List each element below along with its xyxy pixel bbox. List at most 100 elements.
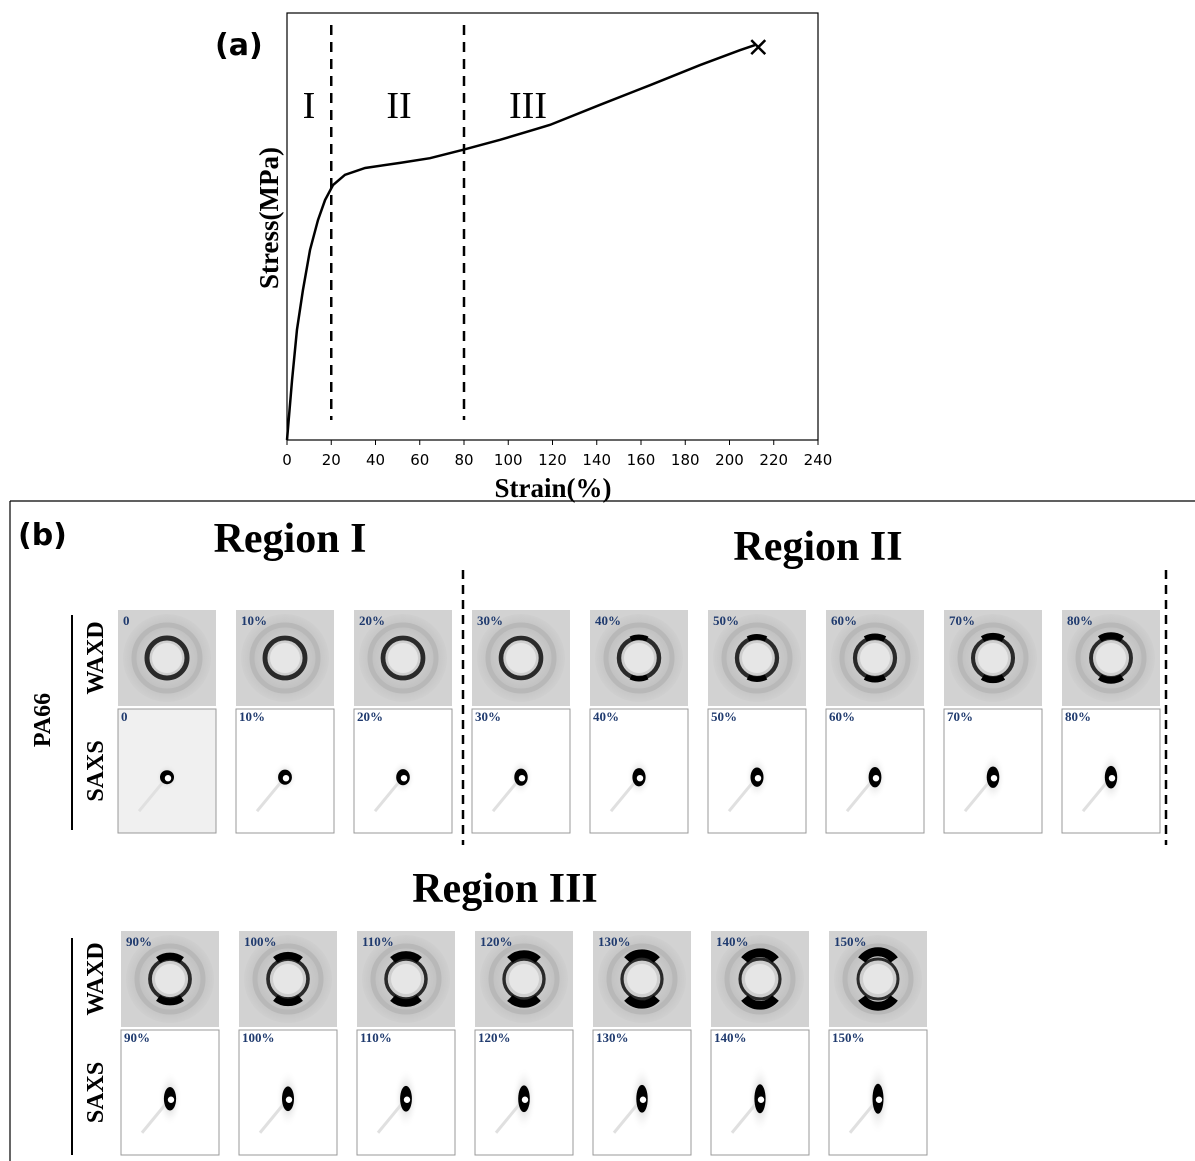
saxs-image: 130% — [592, 1029, 692, 1156]
waxd-image: 30% — [472, 610, 570, 706]
strain-label: 70% — [949, 613, 975, 628]
saxs-beam — [1108, 775, 1116, 782]
waxd-image: 120% — [475, 931, 573, 1027]
waxd-arc — [1097, 674, 1125, 684]
strain-label: 30% — [477, 613, 503, 628]
x-tick-label: 180 — [671, 451, 700, 469]
x-tick-label: 40 — [366, 451, 385, 469]
saxs-image: 0 — [117, 708, 217, 834]
saxs-beam — [400, 775, 408, 782]
waxd-ring — [370, 943, 442, 1015]
x-tick-label: 100 — [494, 451, 523, 469]
panel-label: (a) — [215, 28, 263, 63]
stress-curve — [285, 43, 756, 441]
strain-label: 120% — [478, 1030, 511, 1045]
saxs-image: 100% — [238, 1029, 338, 1156]
waxd-ring — [367, 622, 439, 694]
waxd-image: 110% — [357, 931, 455, 1027]
strain-label: 20% — [357, 709, 383, 724]
strain-label: 110% — [362, 934, 394, 949]
saxs-beam — [167, 1096, 175, 1103]
waxd-ring — [249, 622, 321, 694]
saxs-beam — [282, 775, 290, 782]
region-title: Region I — [214, 516, 367, 562]
region-title: Region III — [412, 866, 598, 912]
waxd-ring — [606, 943, 678, 1015]
saxs-image: 140% — [710, 1029, 810, 1156]
saxs-beam — [754, 775, 762, 782]
x-tick-label: 220 — [759, 451, 788, 469]
waxd-core — [273, 964, 303, 994]
waxd-ring — [488, 943, 560, 1015]
waxd-ring — [620, 957, 664, 1001]
strain-label: 70% — [947, 709, 973, 724]
waxd-core — [627, 964, 657, 994]
waxd-ring — [144, 635, 190, 681]
waxd-image: 150% — [829, 931, 927, 1027]
waxd-core — [624, 643, 654, 673]
strain-label: 80% — [1067, 613, 1093, 628]
strain-label: 40% — [595, 613, 621, 628]
waxd-arc — [741, 948, 779, 964]
saxs-image: 60% — [825, 708, 925, 834]
waxd-ring — [842, 943, 914, 1015]
x-tick-label: 160 — [627, 451, 656, 469]
strain-label: 60% — [831, 613, 857, 628]
waxd-image: 20% — [354, 610, 452, 706]
strain-label: 20% — [359, 613, 385, 628]
waxd-core — [860, 643, 890, 673]
x-tick-label: 200 — [715, 451, 744, 469]
strain-label: 50% — [711, 709, 737, 724]
waxd-ring — [384, 957, 428, 1001]
waxd-core — [1096, 643, 1126, 673]
x-tick-label: 80 — [454, 451, 473, 469]
saxs-bg — [592, 1029, 692, 1156]
region-title: Region II — [733, 524, 902, 570]
beamstop — [137, 776, 169, 813]
x-tick-label: 0 — [282, 451, 292, 469]
waxd-image: 60% — [826, 610, 924, 706]
waxd-arc — [980, 632, 1006, 642]
waxd-arc — [746, 634, 768, 642]
waxd-core — [509, 964, 539, 994]
saxs-image: 40% — [589, 708, 689, 834]
saxs-image: 70% — [943, 708, 1043, 834]
waxd-core — [978, 643, 1008, 673]
waxd-arc — [858, 947, 898, 963]
strain-label: 60% — [829, 709, 855, 724]
waxd-core — [391, 964, 421, 994]
waxd-ring — [1075, 622, 1147, 694]
waxd-core — [506, 643, 536, 673]
x-tick-label: 140 — [582, 451, 611, 469]
x-axis-label: Strain(%) — [495, 473, 612, 503]
strain-label: 150% — [834, 934, 867, 949]
waxd-core — [863, 964, 893, 994]
waxd-arc — [624, 949, 660, 964]
saxs-beam — [521, 1096, 529, 1103]
beamstop — [255, 776, 287, 813]
strain-label: 80% — [1065, 709, 1091, 724]
saxs-beam — [875, 1096, 883, 1103]
saxs-image: 20% — [353, 708, 453, 834]
waxd-arc — [858, 995, 898, 1011]
waxd-core — [152, 643, 182, 673]
saxs-image: 110% — [356, 1029, 456, 1156]
waxd-ring — [957, 622, 1029, 694]
saxs-beam — [403, 1096, 411, 1103]
detector-label: WAXD — [83, 621, 109, 694]
waxd-image: 10% — [236, 610, 334, 706]
strain-label: 100% — [242, 1030, 275, 1045]
x-tick-label: 20 — [322, 451, 341, 469]
waxd-ring — [380, 635, 426, 681]
waxd-ring — [131, 622, 203, 694]
saxs-beam — [518, 775, 526, 782]
waxd-ring — [498, 635, 544, 681]
strain-label: 0 — [121, 709, 128, 724]
region-label: II — [386, 85, 411, 127]
waxd-ring — [721, 622, 793, 694]
waxd-ring — [502, 957, 546, 1001]
strain-label: 30% — [475, 709, 501, 724]
saxs-beam — [285, 1096, 293, 1103]
x-tick-label: 120 — [538, 451, 567, 469]
